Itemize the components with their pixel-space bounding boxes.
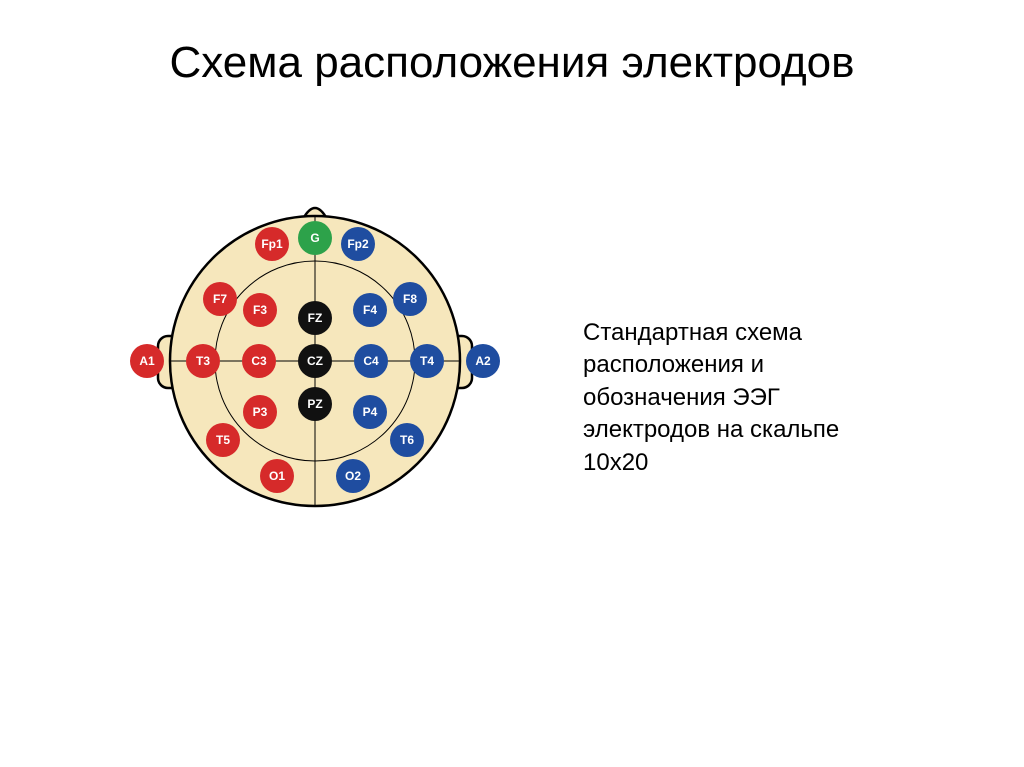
electrode-label: F7 [213, 292, 227, 306]
electrode-label: O2 [345, 469, 361, 483]
electrode-a2: A2 [466, 344, 500, 378]
electrode-label: O1 [269, 469, 285, 483]
slide: Схема расположения электродов G Fp1 Fp2 F7 F… [0, 0, 1024, 767]
electrode-label: Fp2 [347, 237, 369, 251]
electrode-label: T6 [400, 433, 414, 447]
electrode-f3: F3 [243, 293, 277, 327]
electrode-c4: C4 [354, 344, 388, 378]
electrode-pz: PZ [298, 387, 332, 421]
electrode-label: CZ [307, 354, 323, 368]
electrode-t3: T3 [186, 344, 220, 378]
electrode-label: Fp1 [261, 237, 283, 251]
electrode-label: F8 [403, 292, 417, 306]
electrode-g: G [298, 221, 332, 255]
electrode-label: T4 [420, 354, 434, 368]
electrode-p3: P3 [243, 395, 277, 429]
electrode-p4: P4 [353, 395, 387, 429]
slide-title: Схема расположения электродов [0, 38, 1024, 88]
electrode-label: F3 [253, 303, 267, 317]
electrode-f8: F8 [393, 282, 427, 316]
electrode-o1: O1 [260, 459, 294, 493]
electrode-label: P3 [253, 405, 268, 419]
electrode-f7: F7 [203, 282, 237, 316]
electrode-fp2: Fp2 [341, 227, 375, 261]
electrode-label: A1 [139, 354, 155, 368]
electrode-label: C3 [251, 354, 267, 368]
electrode-o2: O2 [336, 459, 370, 493]
electrode-a1: A1 [130, 344, 164, 378]
electrode-label: P4 [363, 405, 378, 419]
electrode-t5: T5 [206, 423, 240, 457]
electrode-cz: CZ [298, 344, 332, 378]
electrode-label: T5 [216, 433, 230, 447]
electrode-label: FZ [308, 311, 323, 325]
caption-text: Стандартная схема расположения и обознач… [583, 317, 839, 479]
electrode-label: T3 [196, 354, 210, 368]
electrode-label: A2 [475, 354, 491, 368]
electrode-label: F4 [363, 303, 377, 317]
electrode-t4: T4 [410, 344, 444, 378]
electrode-c3: C3 [242, 344, 276, 378]
electrode-label: PZ [307, 397, 322, 411]
electrode-fp1: Fp1 [255, 227, 289, 261]
electrode-label: G [310, 231, 319, 245]
electrode-fz: FZ [298, 301, 332, 335]
electrode-f4: F4 [353, 293, 387, 327]
electrode-t6: T6 [390, 423, 424, 457]
electrode-label: C4 [363, 354, 379, 368]
electrode-diagram: G Fp1 Fp2 F7 F3 FZ F4 F8 A1 T3 C3 CZ C4 T4 A2 PZ P3 P4 T5 T… [125, 186, 500, 536]
